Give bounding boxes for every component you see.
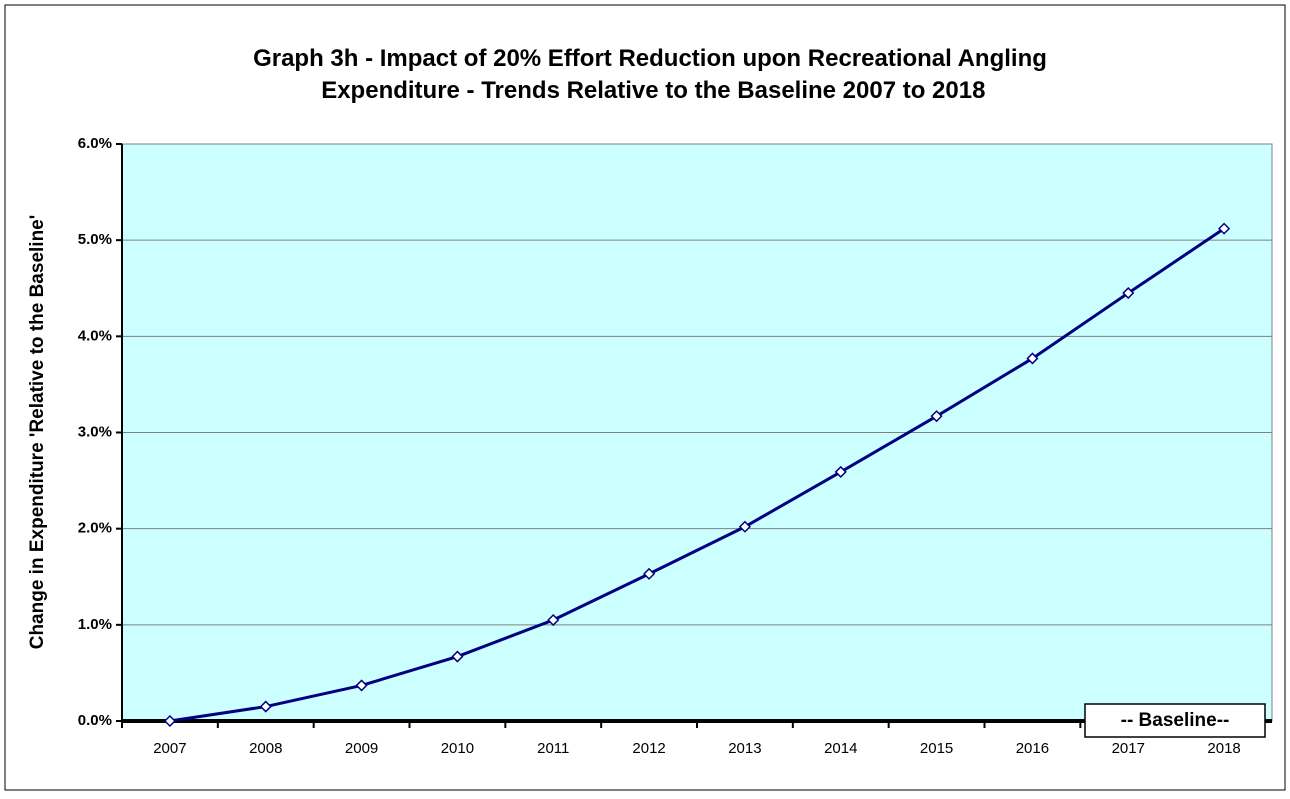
marker: [259, 700, 272, 713]
y-tick-label: 5.0%: [78, 231, 112, 248]
marker: [834, 465, 847, 478]
y-tick-label: 6.0%: [78, 135, 112, 152]
x-tick-label: 2012: [632, 740, 665, 757]
y-tick-label: 2.0%: [78, 520, 112, 537]
x-tick-label: 2016: [1016, 740, 1049, 757]
marker: [1218, 222, 1231, 235]
y-axis-label: Change in Expenditure 'Relative to the B…: [27, 215, 48, 650]
marker: [1026, 352, 1039, 365]
y-tick-label: 3.0%: [78, 423, 112, 440]
x-tick-label: 2015: [920, 740, 953, 757]
marker: [355, 679, 368, 692]
x-tick-label: 2008: [249, 740, 282, 757]
marker: [163, 714, 176, 728]
x-tick-label: 2017: [1112, 740, 1145, 757]
y-tick-label: 4.0%: [78, 327, 112, 344]
y-tick-label: 0.0%: [78, 712, 112, 729]
marker: [930, 410, 943, 423]
annotation: -- Baseline--: [1121, 710, 1230, 731]
marker: [547, 613, 560, 627]
x-tick-label: 2013: [728, 740, 761, 757]
x-tick-label: 2010: [441, 740, 474, 757]
x-tick-label: 2009: [345, 740, 378, 757]
marker: [643, 567, 656, 580]
x-tick-label: 2018: [1207, 740, 1240, 757]
x-tick-label: 2011: [537, 740, 569, 757]
marker: [451, 650, 464, 663]
x-tick-label: 2014: [824, 740, 857, 757]
x-tick-label: 2007: [153, 740, 186, 757]
chart-title: Graph 3h - Impact of 20% Effort Reductio…: [253, 45, 1047, 104]
y-tick-label: 1.0%: [78, 616, 112, 633]
annotation-box: [1084, 703, 1266, 738]
line: [169, 227, 1225, 723]
marker: [738, 520, 751, 533]
marker: [1122, 286, 1135, 300]
